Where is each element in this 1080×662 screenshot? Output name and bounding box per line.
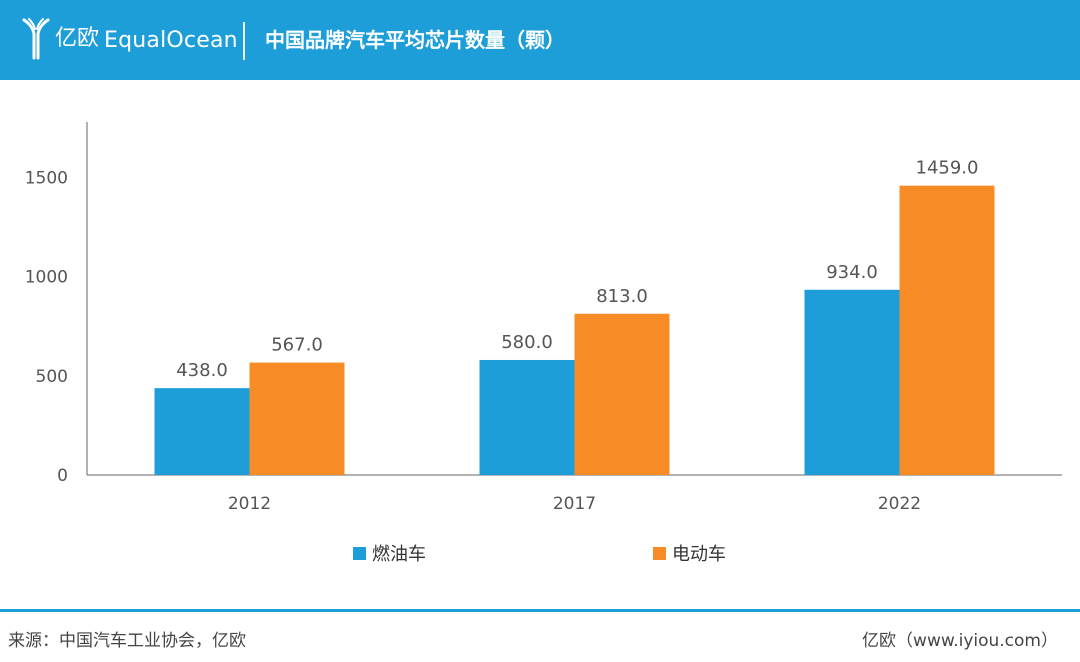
legend-item-series-2: 电动车 bbox=[653, 540, 726, 566]
header-banner: 亿欧 EqualOcean 中国品牌汽车平均芯片数量（颗） bbox=[0, 0, 1080, 80]
brand-name-english: EqualOcean bbox=[104, 28, 238, 53]
data-label-series-2: 813.0 bbox=[596, 286, 648, 307]
data-labels: 438.0 567.0 580.0 813.0 934.0 1459.0 bbox=[176, 158, 978, 381]
data-label-series-1: 934.0 bbox=[826, 262, 878, 283]
bar-series-2 bbox=[574, 313, 670, 475]
bar-series-2 bbox=[899, 185, 995, 475]
legend-label-series-2: 电动车 bbox=[672, 544, 726, 565]
legend-item-series-1: 燃油车 bbox=[353, 540, 426, 566]
equalocean-logo-icon bbox=[22, 18, 50, 60]
legend-swatch-series-2 bbox=[653, 546, 666, 560]
x-tick-label: 2012 bbox=[228, 494, 271, 514]
x-tick-label: 2022 bbox=[878, 494, 921, 514]
bar-series-2 bbox=[249, 362, 345, 475]
y-tick-label: 500 bbox=[36, 367, 68, 387]
brand-name-chinese: 亿欧 bbox=[55, 26, 100, 51]
y-tick-label: 0 bbox=[57, 466, 68, 486]
site-credit: 亿欧（www.iyiou.com） bbox=[862, 631, 1058, 651]
footer-divider bbox=[0, 609, 1080, 612]
bars bbox=[154, 185, 995, 475]
data-label-series-1: 580.0 bbox=[501, 332, 553, 353]
bar-series-1 bbox=[479, 359, 575, 475]
bar-series-1 bbox=[804, 289, 900, 475]
header-divider bbox=[243, 22, 245, 60]
y-tick-label: 1500 bbox=[25, 169, 68, 189]
bar-series-1 bbox=[154, 388, 250, 475]
x-axis-ticks: 2012 2017 2022 bbox=[228, 494, 921, 514]
data-label-series-2: 1459.0 bbox=[916, 158, 979, 179]
source-note: 来源：中国汽车工业协会，亿欧 bbox=[8, 631, 246, 651]
data-label-series-1: 438.0 bbox=[176, 360, 228, 381]
bar-chart: 0 500 1000 1500 438.0 567.0 580.0 813.0 934.0 14… bbox=[25, 122, 1062, 514]
x-tick-label: 2017 bbox=[553, 494, 596, 514]
y-tick-label: 1000 bbox=[25, 268, 68, 288]
legend-swatch-series-1 bbox=[353, 546, 366, 560]
legend-label-series-1: 燃油车 bbox=[372, 544, 426, 565]
data-label-series-2: 567.0 bbox=[271, 335, 323, 356]
chart-title: 中国品牌汽车平均芯片数量（颗） bbox=[265, 28, 565, 52]
